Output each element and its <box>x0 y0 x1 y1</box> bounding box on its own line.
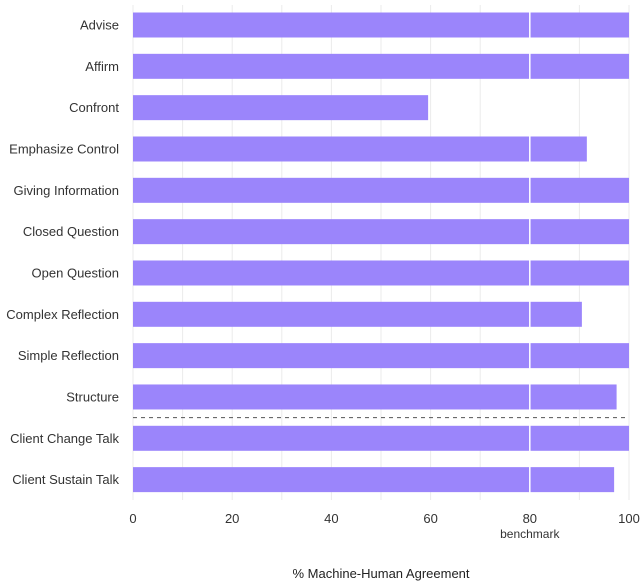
category-label: Confront <box>69 100 119 115</box>
category-label: Structure <box>66 389 119 404</box>
bar <box>133 136 587 162</box>
bar <box>133 343 629 369</box>
category-label: Affirm <box>85 59 119 74</box>
category-label: Emphasize Control <box>9 141 119 156</box>
bar <box>133 53 629 79</box>
category-label: Client Change Talk <box>10 431 119 446</box>
bar <box>133 425 629 451</box>
category-label: Closed Question <box>23 224 119 239</box>
x-tick-label: 100 <box>618 511 640 526</box>
bar <box>133 12 629 38</box>
bar <box>133 384 617 410</box>
category-label: Simple Reflection <box>18 348 119 363</box>
category-labels: Advise Affirm Confront Emphasize Control Giv… <box>6 18 119 488</box>
bar <box>133 177 629 203</box>
bars-group <box>133 12 629 493</box>
category-label: Open Question <box>32 265 119 280</box>
grid-lines <box>132 5 630 500</box>
benchmark-label: benchmark <box>500 527 560 541</box>
bar <box>133 260 629 286</box>
category-label: Client Sustain Talk <box>12 472 119 487</box>
x-tick-label: 40 <box>324 511 338 526</box>
x-tick-label: 60 <box>423 511 437 526</box>
category-label: Complex Reflection <box>6 307 119 322</box>
x-tick-label: 80 <box>523 511 537 526</box>
category-label: Giving Information <box>14 183 120 198</box>
x-tick-label: 20 <box>225 511 239 526</box>
x-tick-label: 0 <box>129 511 136 526</box>
bar <box>133 467 615 493</box>
bar <box>133 219 629 245</box>
x-axis-title: % Machine-Human Agreement <box>292 566 469 581</box>
category-label: Advise <box>80 18 119 33</box>
bar <box>133 301 582 327</box>
x-tick-labels: 0 20 40 60 80 100 <box>129 511 639 526</box>
bar <box>133 95 429 121</box>
